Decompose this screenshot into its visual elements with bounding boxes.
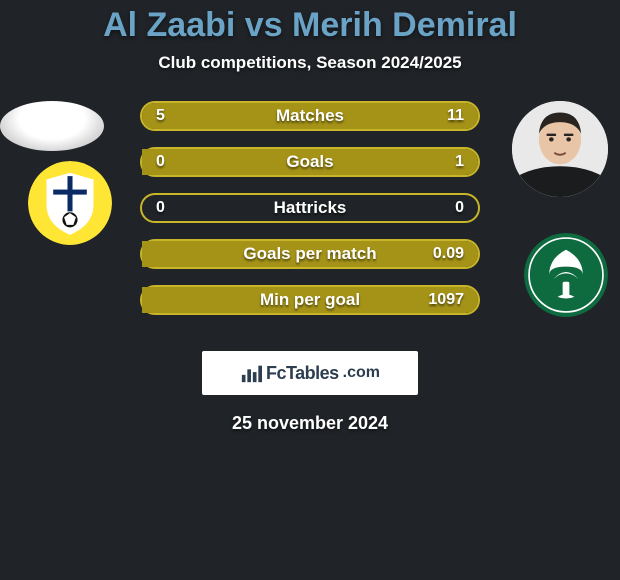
stat-row: Hattricks0 0 bbox=[140, 193, 480, 223]
brand-suffix: .com bbox=[343, 364, 380, 382]
brand-box[interactable]: FcTables.com bbox=[202, 351, 418, 395]
stat-row: Goals0 1 bbox=[140, 147, 480, 177]
stat-label: Goals per match bbox=[142, 241, 478, 267]
stat-value-right: 11 bbox=[447, 103, 464, 129]
comparison-card: Al Zaabi vs Merih Demiral Club competiti… bbox=[0, 0, 620, 434]
club-badge-left bbox=[28, 161, 112, 245]
player-right-avatar bbox=[512, 101, 608, 197]
stat-row: Matches5 11 bbox=[140, 101, 480, 131]
page-title: Al Zaabi vs Merih Demiral bbox=[0, 6, 620, 45]
stat-row: Goals per match0.09 bbox=[140, 239, 480, 269]
stats-stage: Matches511Goals01Hattricks00Goals per ma… bbox=[0, 101, 620, 341]
stat-value-left: 0 bbox=[156, 149, 165, 175]
subtitle: Club competitions, Season 2024/2025 bbox=[0, 53, 620, 73]
stat-bars: Matches511Goals01Hattricks00Goals per ma… bbox=[140, 101, 480, 331]
stat-value-right: 0 bbox=[455, 195, 464, 221]
stat-value-right: 1 bbox=[455, 149, 464, 175]
bars-icon bbox=[240, 362, 262, 384]
stat-value-right: 1097 bbox=[428, 287, 464, 313]
stat-value-left: 5 bbox=[156, 103, 165, 129]
stat-value-left: 0 bbox=[156, 195, 165, 221]
stat-label: Goals bbox=[142, 149, 478, 175]
brand-name: FcTables bbox=[266, 363, 339, 384]
club-badge-right bbox=[524, 233, 608, 317]
stat-label: Hattricks bbox=[142, 195, 478, 221]
player-left-avatar bbox=[0, 101, 104, 151]
stat-label: Matches bbox=[142, 103, 478, 129]
stat-value-right: 0.09 bbox=[433, 241, 464, 267]
stat-row: Min per goal1097 bbox=[140, 285, 480, 315]
date-text: 25 november 2024 bbox=[0, 413, 620, 434]
